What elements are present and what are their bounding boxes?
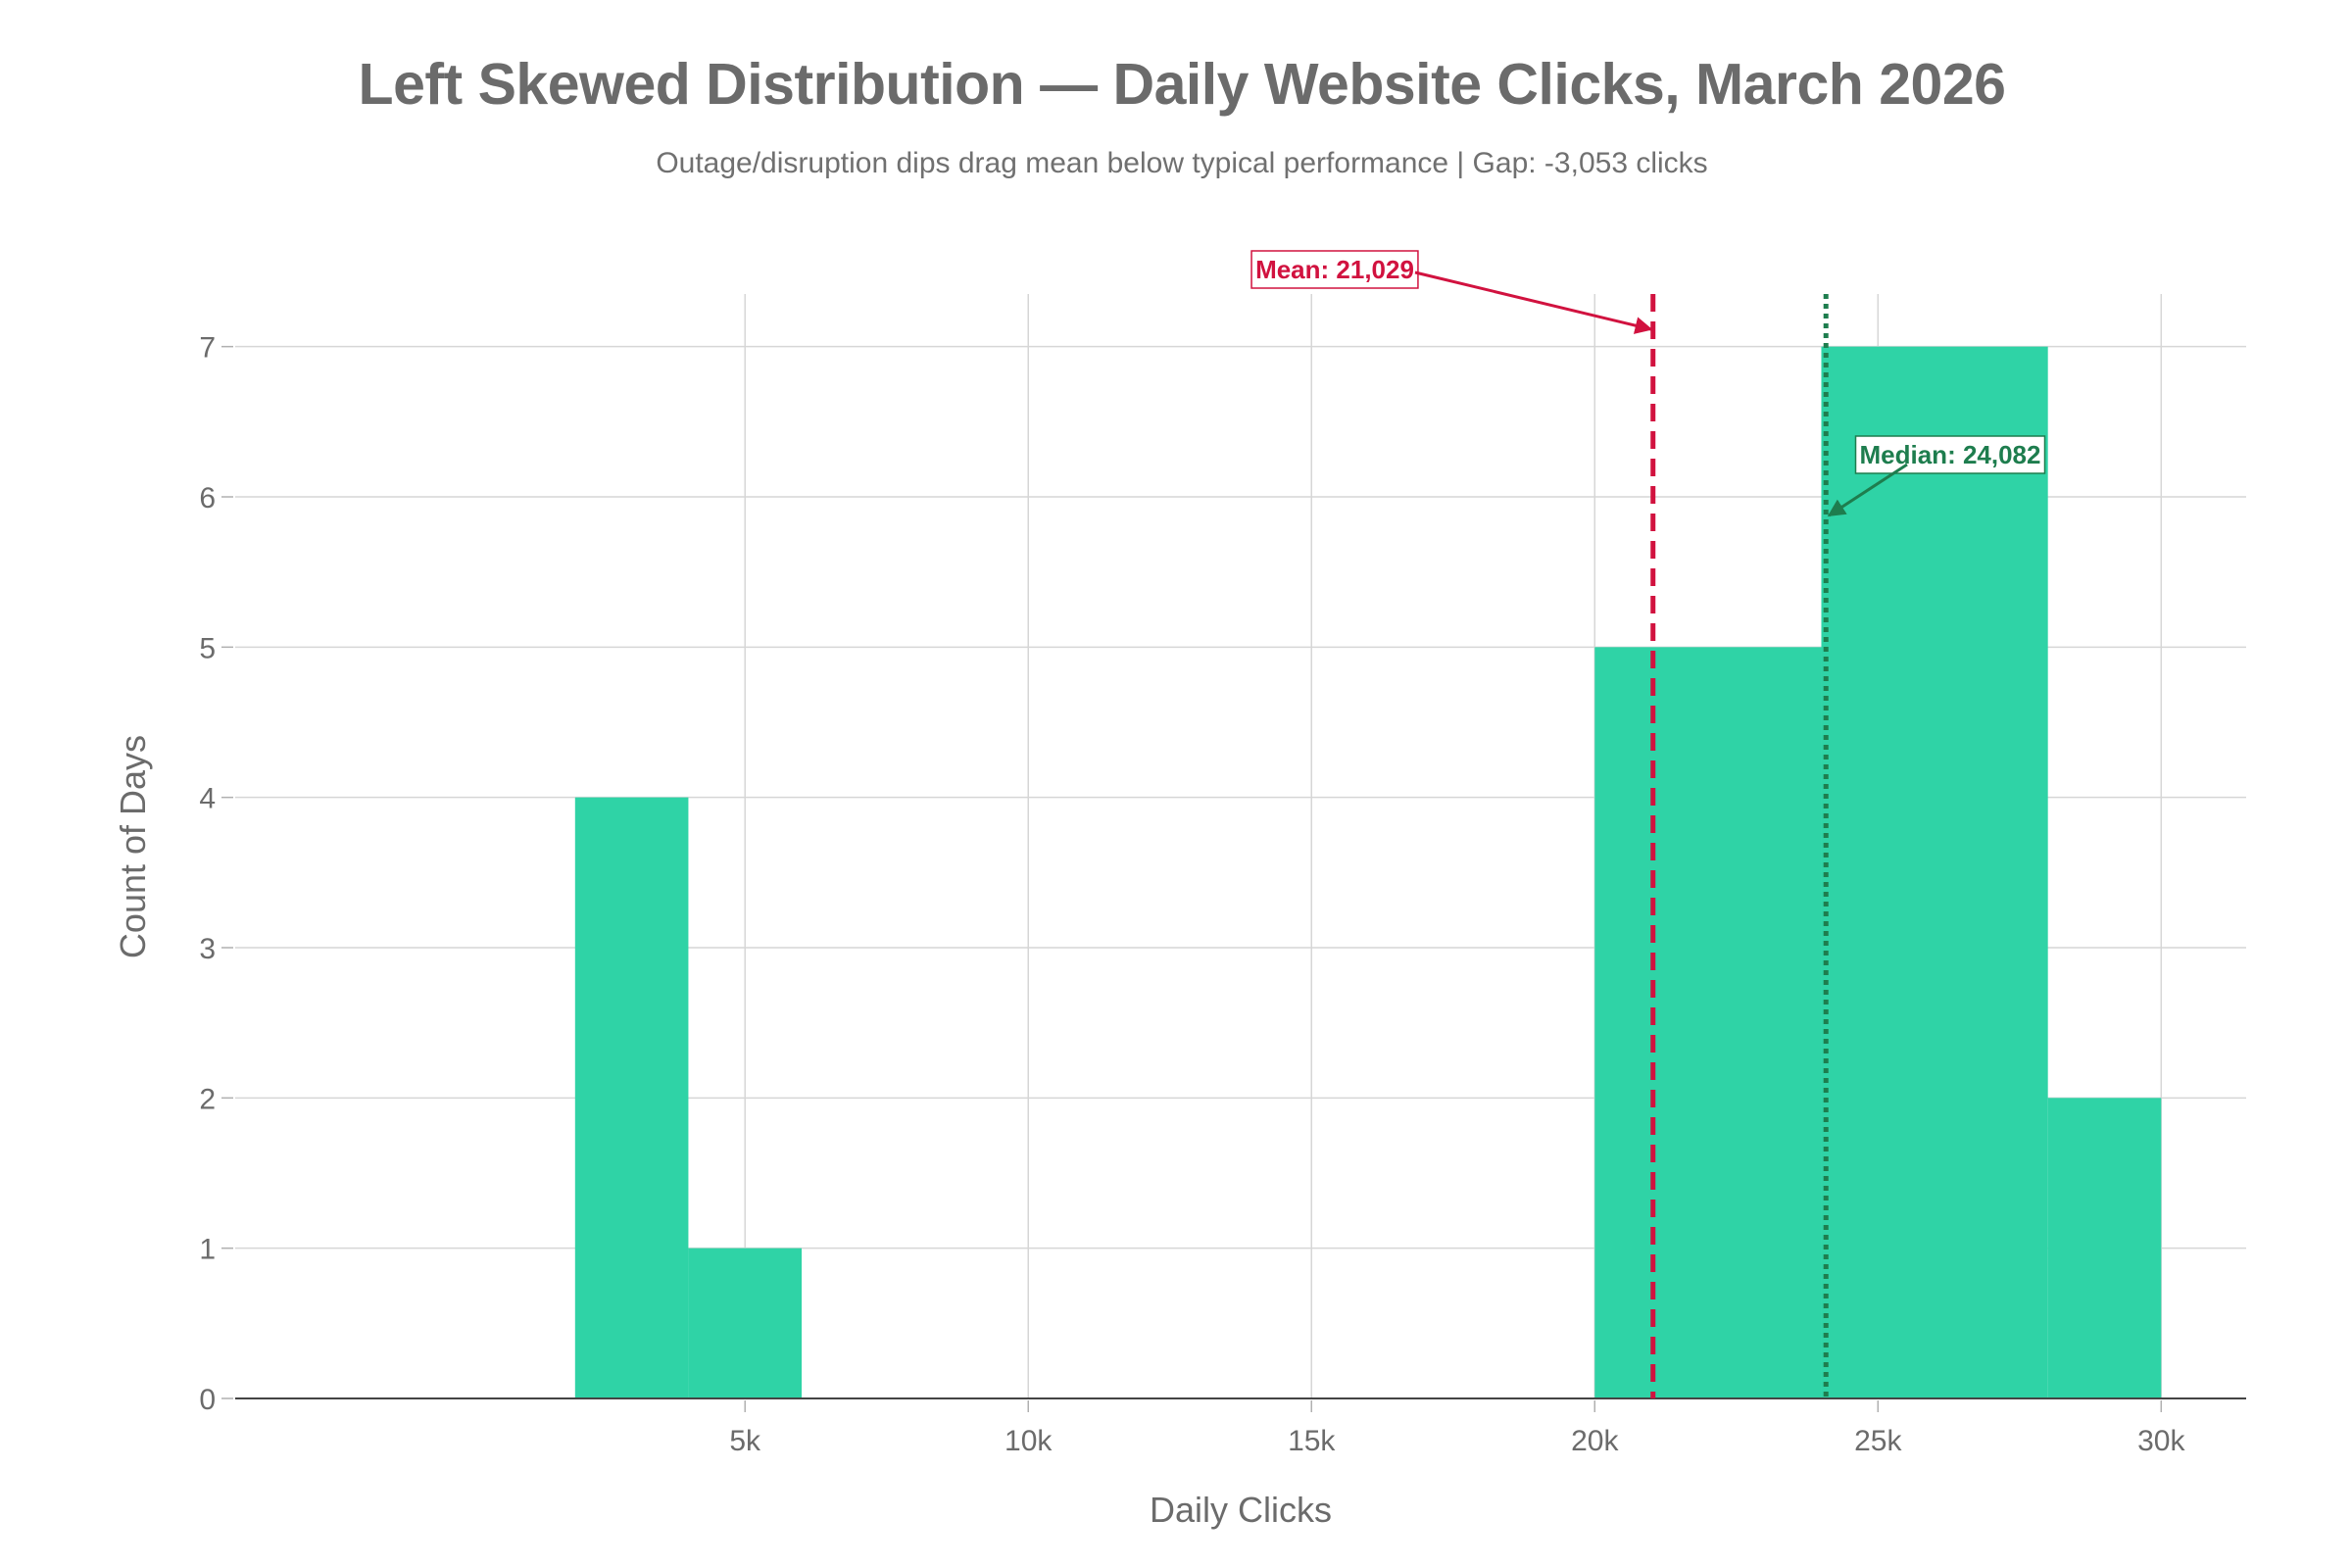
y-tick-label: 0 — [199, 1384, 216, 1416]
x-tick-label: 10k — [1004, 1425, 1053, 1457]
axes: 0 1 2 3 4 5 6 7 5k 10k 15k 20k 25k 30k — [199, 332, 2246, 1457]
mean-annotation-text: Mean: 21,029 — [1255, 255, 1414, 284]
x-tick-label: 15k — [1288, 1425, 1336, 1457]
x-tick-label: 25k — [1854, 1425, 1902, 1457]
histogram-bar — [574, 797, 689, 1398]
x-tick-label: 5k — [729, 1425, 761, 1457]
mean-annotation-arrow — [1414, 270, 1653, 334]
x-axis-title: Daily Clicks — [1150, 1490, 1332, 1530]
y-tick-label: 4 — [199, 783, 216, 815]
histogram-bar — [1594, 647, 1822, 1398]
histogram-bars — [574, 346, 2162, 1399]
histogram-bar — [688, 1248, 803, 1398]
x-tick-label: 20k — [1571, 1425, 1619, 1457]
y-tick-label: 2 — [199, 1083, 216, 1115]
histogram-bar — [1821, 346, 2048, 1399]
y-tick-label: 7 — [199, 332, 216, 365]
y-tick-label: 5 — [199, 632, 216, 664]
median-annotation-text: Median: 24,082 — [1860, 440, 2041, 469]
x-tick-label: 30k — [2137, 1425, 2185, 1457]
y-tick-label: 6 — [199, 482, 216, 514]
y-tick-label: 1 — [199, 1234, 216, 1266]
y-axis-title: Count of Days — [113, 735, 153, 958]
chart-subtitle: Outage/disruption dips drag mean below t… — [656, 147, 1708, 179]
chart-title: Left Skewed Distribution — Daily Website… — [358, 52, 2006, 117]
median-annotation-box — [1854, 435, 2046, 474]
reference-lines: Mean: 21,029 Median: 24,082 — [1250, 250, 2046, 1398]
histogram-bar — [2047, 1098, 2162, 1398]
y-tick-label: 3 — [199, 933, 216, 965]
median-annotation-arrow — [1827, 463, 1908, 517]
mean-annotation-box — [1250, 250, 1419, 289]
